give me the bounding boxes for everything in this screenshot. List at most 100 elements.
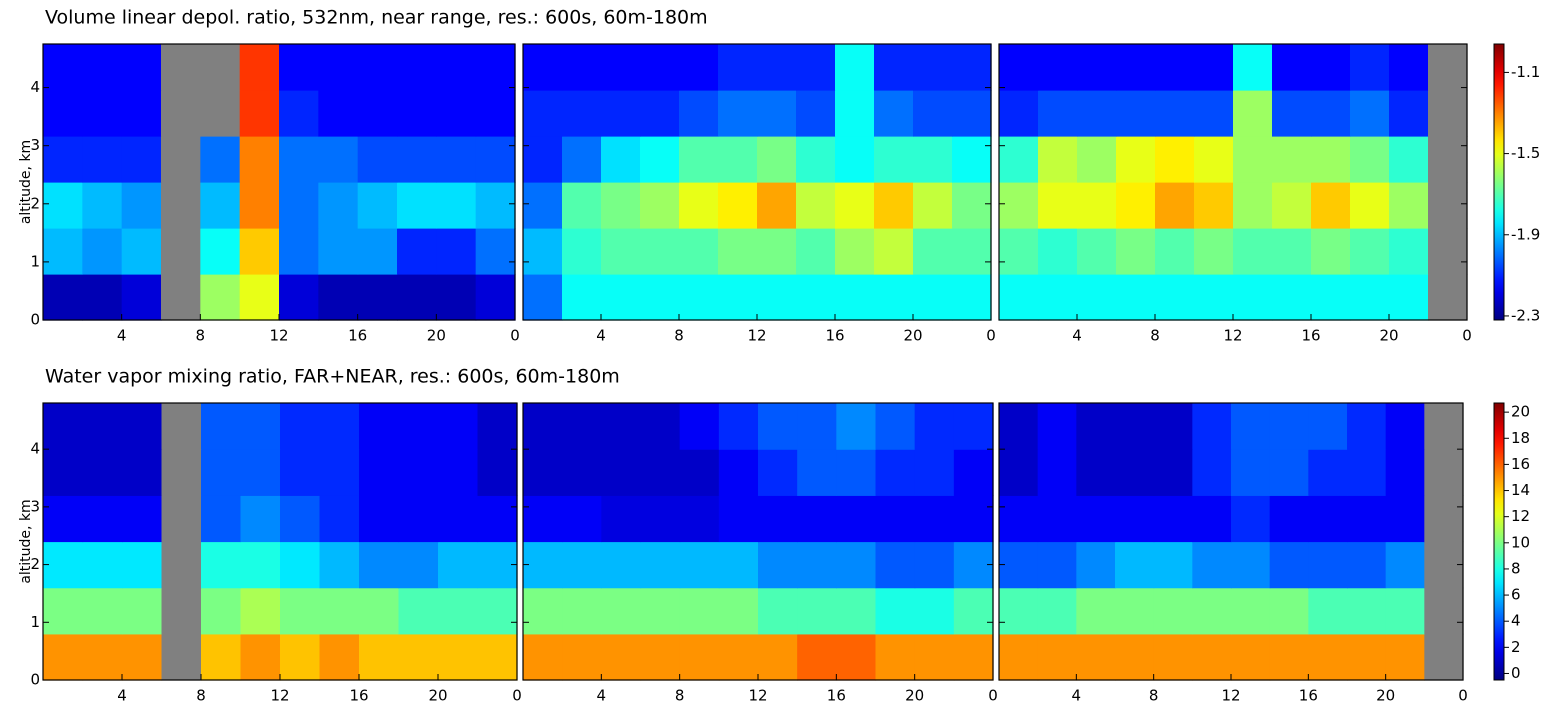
- heat-cell: [601, 403, 642, 450]
- heat-cell: [1385, 449, 1425, 496]
- heat-cell: [43, 403, 84, 450]
- x-tick-label: 12: [747, 327, 766, 345]
- heat-cell: [1231, 495, 1271, 543]
- heat-cell: [1192, 403, 1232, 450]
- x-tick-label: 16: [827, 687, 846, 705]
- heat-cell: [952, 228, 992, 275]
- heat-cell: [122, 587, 163, 635]
- heat-cell: [1347, 403, 1387, 450]
- x-tick-label: 8: [196, 687, 206, 705]
- heat-cell: [874, 136, 914, 183]
- heat-cell: [477, 495, 518, 543]
- heat-cell: [357, 182, 398, 229]
- heat-cell: [523, 587, 563, 635]
- heat-cell: [1077, 44, 1117, 91]
- heat-cell: [122, 541, 163, 589]
- heat-cell: [601, 90, 641, 137]
- heat-cell: [1116, 274, 1156, 321]
- heat-cell: [1269, 403, 1309, 450]
- heat-cell: [875, 449, 916, 496]
- heat-cell: [796, 44, 836, 91]
- heat-cell: [718, 403, 759, 450]
- heat-cell: [201, 495, 242, 543]
- heat-cell: [280, 403, 321, 450]
- heat-cell: [718, 182, 758, 229]
- no-data: [161, 449, 202, 496]
- heat-cell: [1231, 587, 1271, 635]
- heat-cell: [1153, 403, 1193, 450]
- heat-cell: [835, 44, 875, 91]
- heat-cell: [121, 90, 162, 137]
- no-data: [1424, 495, 1464, 543]
- no-data: [1428, 182, 1468, 229]
- heat-cell: [718, 274, 758, 321]
- heat-cell: [1350, 136, 1390, 183]
- heat-cell: [1311, 44, 1351, 91]
- heat-cell: [640, 495, 681, 543]
- heat-cell: [797, 587, 837, 635]
- heat-cell: [1350, 228, 1390, 275]
- heat-cell: [718, 495, 759, 543]
- no-data: [1424, 449, 1464, 496]
- heat-cell: [1037, 449, 1077, 496]
- heat-cell: [359, 449, 400, 496]
- heat-cell: [952, 274, 992, 321]
- no-data: [1428, 228, 1468, 275]
- heat-cell: [475, 44, 516, 91]
- heat-cell: [913, 44, 953, 91]
- heat-cell: [239, 90, 280, 137]
- x-tick-label: 8: [196, 327, 206, 345]
- heat-cell: [1231, 633, 1271, 681]
- heat-cell: [679, 587, 720, 635]
- x-tick-label: 4: [117, 687, 127, 705]
- heat-cell: [718, 90, 758, 137]
- heat-cell: [679, 274, 719, 321]
- heat-cell: [1115, 587, 1155, 635]
- heat-cell: [1350, 182, 1390, 229]
- heat-cell: [953, 587, 994, 635]
- heat-cell: [758, 495, 798, 543]
- heat-cell: [82, 136, 123, 183]
- heat-cell: [1194, 90, 1234, 137]
- y-tick-label: 2: [30, 555, 40, 573]
- heat-cell: [1194, 44, 1234, 91]
- heat-cell: [359, 541, 400, 589]
- heat-cell: [1231, 403, 1271, 450]
- heat-cell: [640, 541, 681, 589]
- heat-cell: [1308, 403, 1348, 450]
- heat-cell: [679, 44, 719, 91]
- colorbar-tick-label: 18: [1511, 429, 1530, 447]
- heat-cell: [758, 541, 798, 589]
- heat-cell: [239, 228, 280, 275]
- heat-cell: [523, 182, 563, 229]
- x-tick-label: 4: [1072, 687, 1082, 705]
- heat-cell: [121, 44, 162, 91]
- heat-cell: [1350, 44, 1390, 91]
- no-data: [1424, 633, 1464, 681]
- heat-cell: [562, 633, 602, 681]
- heat-cell: [875, 541, 916, 589]
- heat-cell: [874, 90, 914, 137]
- heat-cell: [1153, 587, 1193, 635]
- heat-cell: [201, 403, 242, 450]
- heat-cell: [758, 403, 798, 450]
- heat-cell: [523, 449, 563, 496]
- heat-cell: [121, 182, 162, 229]
- y-tick-label: 0: [30, 671, 40, 689]
- heat-cell: [640, 136, 680, 183]
- heat-cell: [82, 274, 123, 321]
- x-tick-label: 12: [270, 687, 289, 705]
- heat-cell: [875, 633, 916, 681]
- colorbar-tick-label: 0: [1511, 664, 1521, 682]
- heat-cell: [1231, 449, 1271, 496]
- heat-cell: [874, 182, 914, 229]
- heat-cell: [562, 495, 602, 543]
- heat-cell: [279, 90, 319, 137]
- heat-cell: [397, 136, 437, 183]
- heat-cell: [1272, 44, 1312, 91]
- heat-cell: [319, 587, 360, 635]
- colorbar-tick-label: 4: [1511, 612, 1521, 630]
- heat-cell: [757, 228, 797, 275]
- colorbar-tick-label: -1.9: [1511, 225, 1540, 243]
- heat-cell: [718, 633, 759, 681]
